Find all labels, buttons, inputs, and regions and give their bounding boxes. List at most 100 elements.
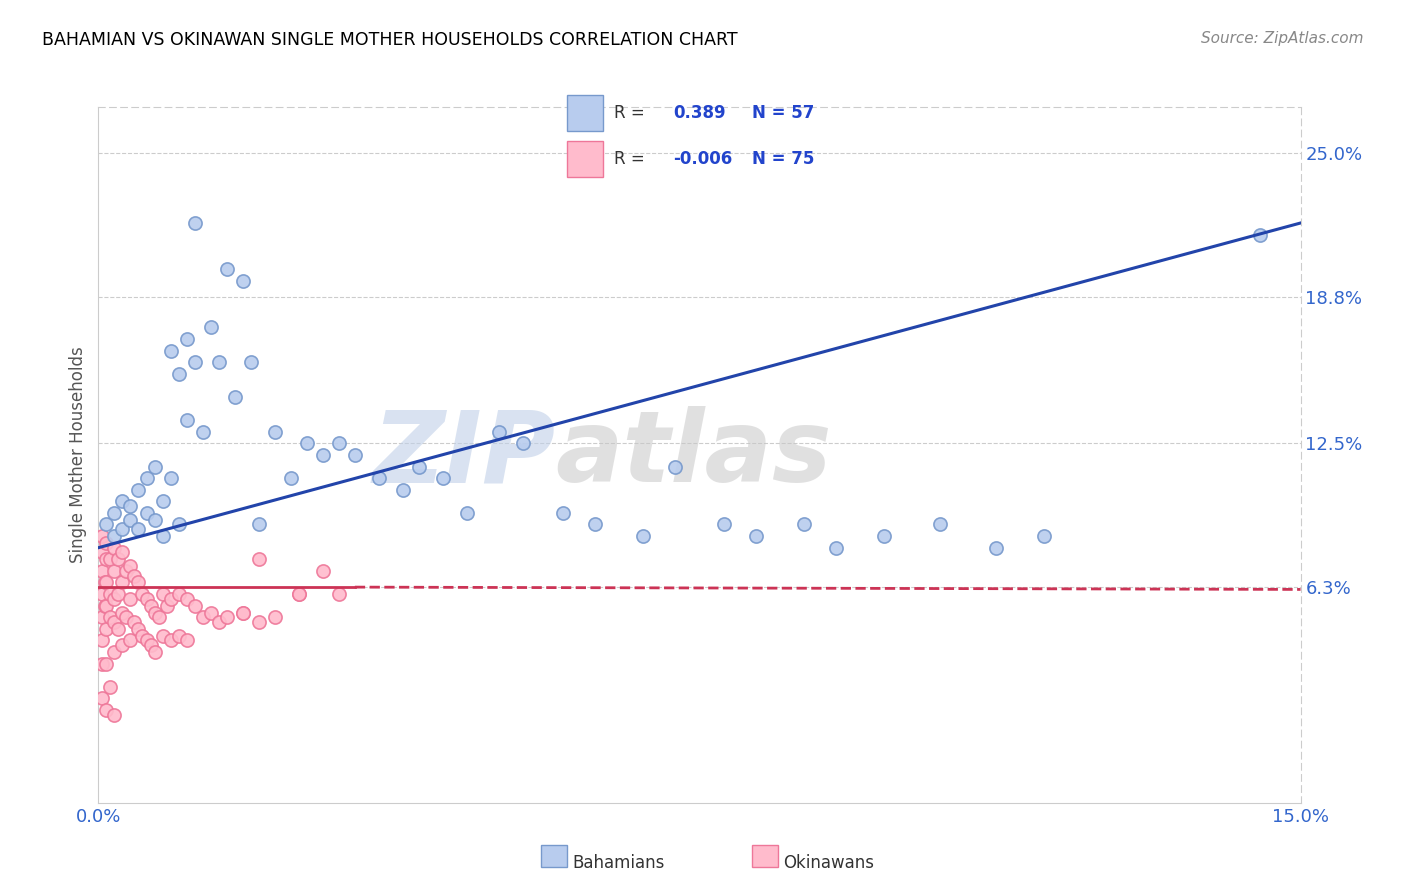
Point [263,610,285,624]
Point [103,541,125,555]
Point [183,216,205,230]
Point [100,610,122,624]
FancyBboxPatch shape [567,141,603,177]
Text: atlas: atlas [555,407,832,503]
Point [120,559,142,574]
Point [247,615,270,629]
Point [111,545,134,559]
Point [120,513,142,527]
Point [91,545,114,559]
Point [103,645,125,659]
Point [100,680,122,694]
Point [143,459,166,474]
Point [392,483,415,497]
Text: R =: R = [614,150,645,168]
FancyBboxPatch shape [567,95,603,131]
Point [263,425,285,439]
Point [94,599,117,613]
Point [512,436,534,450]
Point [139,638,162,652]
Text: R =: R = [614,104,645,122]
Point [91,691,114,706]
Point [200,320,222,334]
Point [176,591,198,606]
Point [120,499,142,513]
Point [96,703,118,717]
Point [713,517,735,532]
Point [583,517,606,532]
Point [155,599,177,613]
Point [128,483,150,497]
Point [131,629,153,643]
Point [239,355,262,369]
Point [91,564,114,578]
Point [96,536,118,550]
Point [167,517,190,532]
Point [135,471,157,485]
Point [96,552,118,566]
Point [328,587,350,601]
Point [159,633,181,648]
Point [232,606,254,620]
Point [124,615,146,629]
Point [328,436,350,450]
Text: N = 57: N = 57 [752,104,814,122]
Point [176,633,198,648]
Point [91,633,114,648]
Text: BAHAMIAN VS OKINAWAN SINGLE MOTHER HOUSEHOLDS CORRELATION CHART: BAHAMIAN VS OKINAWAN SINGLE MOTHER HOUSE… [42,31,738,49]
Point [664,459,686,474]
Point [1033,529,1056,543]
Point [111,522,134,536]
Point [408,459,430,474]
Point [131,587,153,601]
Point [128,622,150,636]
Point [432,471,454,485]
Point [96,622,118,636]
Point [824,541,846,555]
Text: 0.389: 0.389 [673,104,725,122]
Point [1250,227,1272,242]
Point [94,575,117,590]
Point [115,564,138,578]
Text: Okinawans: Okinawans [783,854,875,871]
Point [111,638,134,652]
Point [135,506,157,520]
Text: N = 75: N = 75 [752,150,814,168]
Point [183,355,205,369]
Point [343,448,366,462]
Point [152,529,174,543]
Point [96,575,118,590]
Point [167,629,190,643]
Point [288,587,311,601]
Point [873,529,896,543]
Point [167,367,190,381]
Point [96,657,118,671]
Point [247,552,270,566]
Point [103,615,125,629]
Y-axis label: Single Mother Households: Single Mother Households [69,347,87,563]
Point [111,494,134,508]
Point [200,606,222,620]
Point [115,610,138,624]
Point [96,599,118,613]
Point [103,591,125,606]
Point [107,622,129,636]
Point [135,633,157,648]
Point [103,707,125,722]
Text: -0.006: -0.006 [673,150,733,168]
Point [191,425,214,439]
Point [793,517,815,532]
Point [929,517,952,532]
Point [984,541,1007,555]
Point [167,587,190,601]
Point [159,471,181,485]
Point [312,564,335,578]
Point [143,645,166,659]
Point [488,425,510,439]
Text: ZIP: ZIP [373,407,555,503]
Point [100,587,122,601]
Point [91,529,114,543]
Point [176,413,198,427]
Point [91,610,114,624]
Point [128,522,150,536]
